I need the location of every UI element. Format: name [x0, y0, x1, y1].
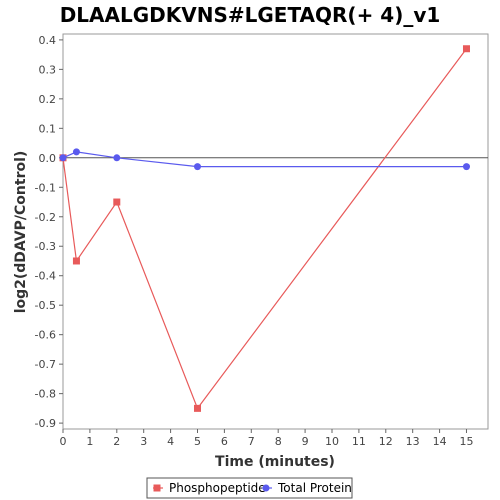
legend-phosphopeptide-label: Phosphopeptide	[169, 481, 266, 495]
total-protein-point	[59, 154, 67, 162]
x-tick-label: 5	[194, 435, 201, 448]
legend-phosphopeptide-marker	[153, 484, 161, 492]
x-tick-label: 15	[459, 435, 473, 448]
x-tick-label: 9	[302, 435, 309, 448]
y-tick-label: -0.3	[35, 240, 56, 253]
y-tick-label: 0.2	[39, 93, 57, 106]
x-tick-label: 2	[113, 435, 120, 448]
y-tick-label: -0.1	[35, 181, 56, 194]
total-protein-point	[72, 148, 80, 156]
y-tick-label: -0.9	[35, 417, 56, 430]
y-tick-label: -0.5	[35, 299, 56, 312]
legend-total-protein-marker	[262, 484, 270, 492]
phosphopeptide-point	[72, 257, 80, 265]
y-tick-label: -0.2	[35, 211, 56, 224]
total-protein-point	[462, 163, 470, 171]
y-tick-label: -0.8	[35, 388, 56, 401]
series-layer	[59, 45, 470, 412]
x-tick-label: 3	[140, 435, 147, 448]
y-axis-label: log2(dDAVP/Control)	[13, 151, 29, 314]
x-tick-label: 14	[433, 435, 447, 448]
x-tick-label: 8	[275, 435, 282, 448]
legend: Phosphopeptide Total Protein	[146, 477, 353, 499]
y-tick-label: -0.4	[35, 270, 56, 283]
total-protein-point	[113, 154, 121, 162]
y-tick-label: 0.4	[39, 34, 57, 47]
axis-ticks: 0 1 2 3 4 5 6 7 8 9 10 11 12 13 14 150.40.30.20.10.0-0.…	[35, 34, 474, 448]
x-tick-label: 0	[60, 435, 67, 448]
legend-box	[146, 477, 353, 499]
y-tick-label: 0.0	[39, 152, 57, 165]
total-protein-point	[193, 163, 201, 171]
x-tick-label: 1	[86, 435, 93, 448]
x-tick-label: 6	[221, 435, 228, 448]
y-tick-label: 0.3	[39, 63, 57, 76]
x-tick-label: 7	[248, 435, 255, 448]
x-tick-label: 13	[406, 435, 420, 448]
phosphopeptide-point	[193, 404, 201, 412]
x-tick-label: 12	[379, 435, 393, 448]
x-tick-label: 4	[167, 435, 174, 448]
x-axis-label: Time (minutes)	[215, 454, 335, 470]
y-tick-label: -0.7	[35, 358, 56, 371]
phosphopeptide-point	[113, 198, 121, 206]
y-tick-label: -0.6	[35, 329, 56, 342]
y-tick-label: 0.1	[39, 122, 57, 135]
phosphopeptide-point	[462, 45, 470, 53]
plot-area	[62, 33, 489, 430]
legend-total-protein-label: Total Protein	[277, 481, 352, 495]
x-tick-label: 11	[352, 435, 366, 448]
x-tick-label: 10	[325, 435, 339, 448]
chart-title: DLAALGDKVNS#LGETAQR(+ 4)_v1	[60, 3, 441, 27]
